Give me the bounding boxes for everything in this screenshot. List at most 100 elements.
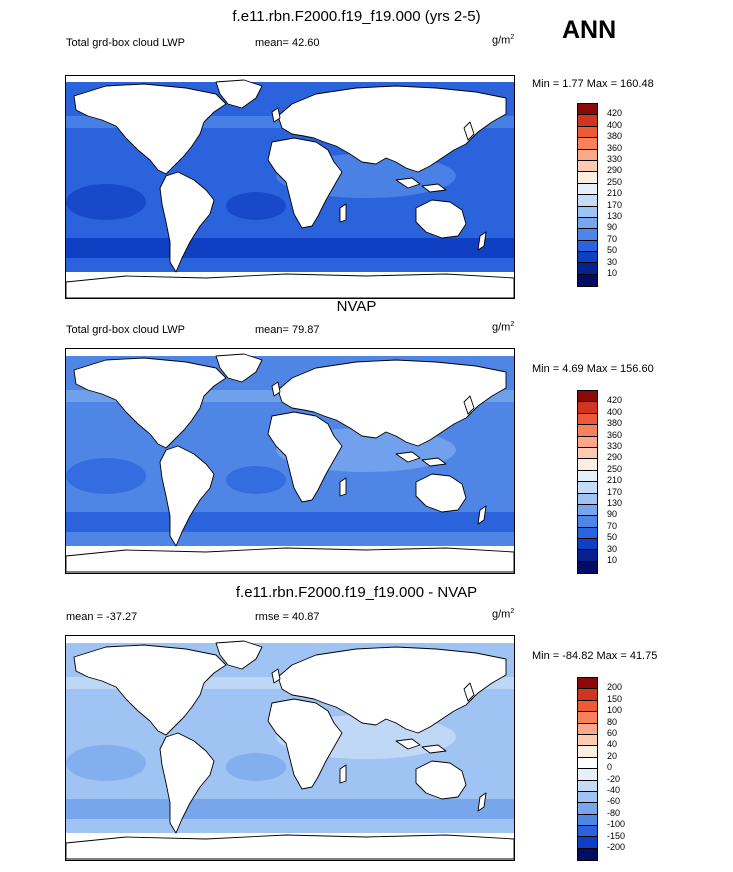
- colorbar-swatch: [578, 712, 597, 724]
- colorbar-swatch: [578, 229, 597, 241]
- colorbar-label: 200: [607, 682, 623, 693]
- ocean-band: [226, 192, 286, 220]
- colorbar-swatch: [578, 504, 597, 517]
- coastline: [477, 505, 487, 525]
- coastline: [267, 411, 343, 503]
- colorbar-label: -80: [607, 807, 621, 818]
- colorbar-label: 130: [607, 498, 623, 508]
- colorbar-label: 0: [607, 762, 613, 773]
- colorbar-swatch: [578, 791, 597, 804]
- panel-2-map: [65, 348, 515, 574]
- colorbar-swatch: [578, 206, 597, 218]
- panel-3-minmax: Min = -84.82 Max = 41.75: [532, 650, 658, 662]
- colorbar-swatch: [578, 470, 597, 483]
- panel-1-mean-label: mean= 42.60: [255, 37, 320, 49]
- colorbar-label: 250: [607, 463, 623, 474]
- colorbar-label: -40: [607, 785, 621, 795]
- season-label: ANN: [562, 16, 617, 44]
- colorbar-swatch: [578, 493, 597, 505]
- colorbar-label: -60: [607, 796, 621, 807]
- colorbar-label: 420: [607, 395, 623, 406]
- panel-3-map: [65, 635, 515, 861]
- ocean-band: [66, 184, 146, 220]
- panel-2-colorbar: [577, 390, 598, 575]
- colorbar-label: 50: [607, 532, 618, 543]
- coastline: [463, 682, 475, 702]
- panel-1-map: [65, 75, 515, 299]
- ocean-band: [66, 512, 514, 532]
- colorbar-swatch: [578, 516, 597, 528]
- coastline: [421, 457, 447, 467]
- colorbar-swatch: [578, 263, 597, 275]
- colorbar-label: 360: [607, 142, 623, 153]
- coastline: [271, 107, 281, 123]
- coastline: [66, 834, 514, 860]
- colorbar-label: 30: [607, 256, 618, 267]
- colorbar-swatch: [578, 138, 597, 150]
- panel-1-title: f.e11.rbn.F2000.f19_f19.000 (yrs 2-5): [232, 8, 481, 25]
- colorbar-swatch: [578, 848, 597, 861]
- coastline: [215, 353, 263, 383]
- colorbar-label: 210: [607, 475, 623, 486]
- colorbar-swatch: [578, 723, 597, 735]
- colorbar-swatch: [578, 436, 597, 448]
- coastline: [463, 395, 475, 415]
- colorbar-label: 90: [607, 222, 618, 233]
- colorbar-swatch: [578, 217, 597, 230]
- colorbar-label: 150: [607, 693, 623, 704]
- coastline: [477, 792, 487, 812]
- colorbar-swatch: [578, 757, 597, 770]
- panel-1-colorbar: [577, 103, 598, 288]
- coastline: [415, 199, 467, 239]
- colorbar-swatch: [578, 814, 597, 827]
- coastline: [277, 359, 507, 447]
- colorbar-swatch: [578, 183, 597, 196]
- colorbar-label: 330: [607, 441, 623, 451]
- panel-1-variable-label: Total grd-box cloud LWP: [66, 37, 186, 49]
- colorbar-label: 360: [607, 429, 623, 440]
- panel-3-mean-label: mean = -37.27: [66, 611, 138, 623]
- colorbar-label: 420: [607, 108, 623, 119]
- coastline: [73, 83, 227, 175]
- ocean-band: [66, 745, 146, 781]
- colorbar-label: 290: [607, 165, 623, 176]
- colorbar-swatch: [578, 413, 597, 426]
- colorbar-swatch: [578, 104, 597, 116]
- colorbar-label: 30: [607, 543, 618, 554]
- colorbar-swatch: [578, 678, 597, 690]
- panel-2-minmax: Min = 4.69 Max = 156.60: [532, 363, 654, 375]
- colorbar-swatch: [578, 160, 597, 173]
- ocean-band: [66, 458, 146, 494]
- colorbar-label: 90: [607, 509, 618, 520]
- colorbar-swatch: [578, 734, 597, 747]
- coastline: [66, 547, 514, 573]
- colorbar-label: 290: [607, 452, 623, 463]
- panel-1-minmax: Min = 1.77 Max = 160.48: [532, 78, 654, 90]
- coastline: [277, 85, 507, 173]
- coastline: [215, 79, 263, 109]
- coastline: [159, 171, 215, 273]
- ocean-band: [66, 799, 514, 819]
- colorbar-label: 50: [607, 245, 618, 256]
- colorbar-label: 70: [607, 520, 618, 531]
- ocean-band: [66, 238, 514, 258]
- colorbar-swatch: [578, 447, 597, 460]
- colorbar-swatch: [578, 274, 597, 287]
- panel-3-rmse-label: rmse = 40.87: [255, 611, 320, 623]
- colorbar-swatch: [578, 402, 597, 414]
- colorbar-swatch: [578, 126, 597, 139]
- panel-3-title: f.e11.rbn.F2000.f19_f19.000 - NVAP: [235, 584, 478, 601]
- colorbar-label: -100: [607, 819, 626, 830]
- coastline: [463, 121, 475, 141]
- colorbar-label: -150: [607, 830, 626, 841]
- coastline: [415, 473, 467, 513]
- colorbar-label: 400: [607, 406, 623, 417]
- colorbar-swatch: [578, 425, 597, 437]
- coastline: [73, 357, 227, 449]
- panel-2-variable-label: Total grd-box cloud LWP: [66, 324, 186, 336]
- colorbar-swatch: [578, 561, 597, 574]
- coastline: [271, 381, 281, 397]
- colorbar-label: 80: [607, 716, 618, 727]
- colorbar-label: 10: [607, 555, 618, 565]
- coastline: [267, 137, 343, 229]
